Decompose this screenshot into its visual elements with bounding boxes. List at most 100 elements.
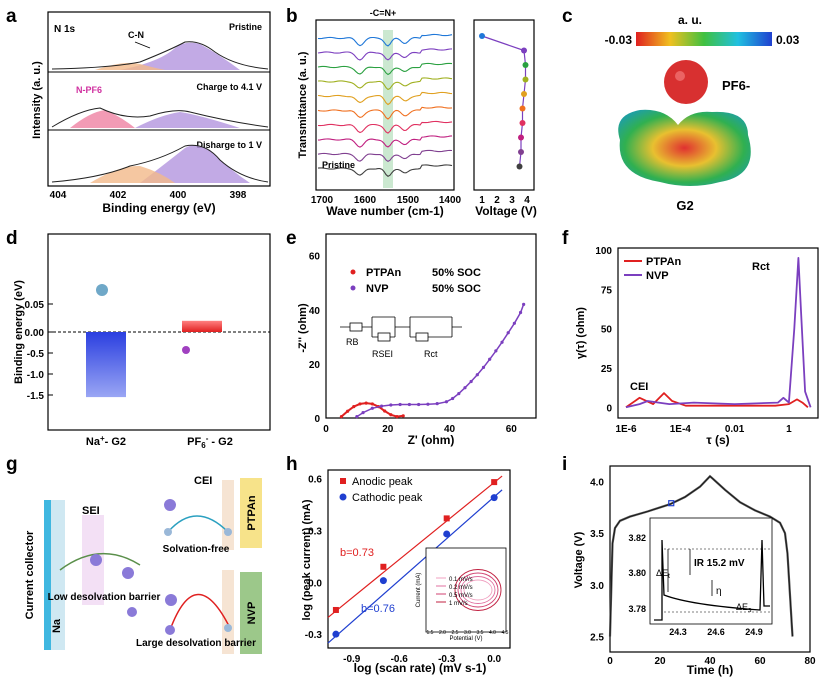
panel-b-pristine: Pristine — [322, 160, 355, 170]
panel-c-min: -0.03 — [605, 33, 633, 47]
panel-g-ion-6 — [224, 528, 232, 536]
panel-d-p-atom — [182, 346, 190, 354]
panel-h-inset-cv — [457, 572, 499, 608]
panel-h-plot: -0.9 -0.6 -0.3 0.0 -0.3 0.0 0.3 0.6 — [305, 475, 503, 665]
panel-b-ftir-curve — [317, 120, 453, 134]
panel-f-xtick-3: 0.01 — [725, 424, 745, 435]
panel-b-vxtick-1: 1 — [479, 195, 485, 206]
panel-g-large-barrier-curve — [169, 593, 231, 631]
panel-g-ion-8 — [165, 625, 175, 635]
panel-i-xlabel: Time (h) — [687, 663, 733, 677]
panel-a-peak-side-3 — [90, 165, 175, 183]
panel-h-point-cathodic — [332, 630, 340, 638]
panel-h-legend-2-marker — [339, 493, 347, 501]
panel-f-ytick-3: 50 — [601, 325, 613, 336]
panel-c-g2-surface — [618, 109, 751, 186]
panel-f-ytick-1: 0 — [606, 403, 612, 414]
panel-b-ftir-curve — [317, 149, 453, 163]
panel-i: 0 20 40 60 80 2.5 3.0 3.5 4.0 IR 15.2 mV η ΔEt Δ… — [573, 465, 816, 677]
panel-f-legend-2: NVP — [646, 270, 669, 282]
panel-b-voltage-point — [479, 33, 485, 39]
panel-h-inset-cv — [460, 576, 496, 604]
panel-b-vxtick-2: 2 — [494, 195, 500, 206]
panel-c-scale-title: a. u. — [678, 13, 702, 27]
panel-h-fit-0 — [327, 475, 503, 618]
panel-h-point-cathodic — [443, 530, 451, 538]
panel-b-ftir-curve — [317, 91, 453, 106]
panel-e-xtick-3: 40 — [444, 424, 456, 435]
panel-h-xtick-2: -0.6 — [391, 654, 409, 665]
panel-f-ytick-4: 75 — [601, 285, 613, 296]
panel-g-ion-1 — [90, 554, 102, 566]
panel-e-frame — [325, 233, 537, 419]
panel-e-fit-nvp — [356, 304, 525, 418]
panel-d-ylabel: Binding energy (eV) — [13, 280, 25, 384]
panel-g-cei: CEI — [194, 475, 212, 487]
panel-i-inset-ytick-2: 3.80 — [628, 568, 646, 578]
panel-g-ion-9 — [224, 624, 232, 632]
panel-a-pointer-1 — [134, 41, 151, 49]
panel-h-b1: b=0.73 — [340, 547, 374, 559]
panel-b-voltage-curve — [479, 33, 529, 170]
panel-g-ion-7 — [165, 594, 177, 606]
panel-h-point-anodic — [491, 479, 498, 486]
panel-e-circuit-rsei: RSEI — [372, 349, 393, 359]
panel-h-xlabel: log (scan rate) (mV s-1) — [354, 661, 487, 675]
panel-g-ion-2 — [122, 567, 134, 579]
panel-b-frame — [315, 19, 455, 191]
panel-b-vxtick-4: 4 — [524, 195, 530, 206]
panel-label-b: b — [286, 6, 298, 27]
panel-b: -C=N+ Pristine Transmittance (a. u.) Wav… — [297, 8, 537, 218]
panel-h-ytick-4: 0.6 — [308, 475, 322, 486]
panel-label-d: d — [6, 228, 18, 249]
panel-f-xlabel: τ (s) — [706, 433, 729, 447]
panel-g-free-curve — [167, 515, 229, 533]
panel-h-inset-xtick-5: 3.5 — [477, 630, 484, 636]
panel-h-inset-xtick-3: 2.5 — [452, 630, 459, 636]
panel-e-legend-1-soc: 50% SOC — [432, 267, 481, 279]
panel-g-ion-5 — [164, 528, 172, 536]
panel-b-voltage-point — [522, 62, 529, 68]
panel-g: Current collector Na SEI Low desolvation… — [24, 475, 262, 654]
panel-h-inset-frame — [425, 547, 507, 633]
panel-i-inset-ytick-1: 3.82 — [628, 533, 646, 543]
panel-i-xtick-3: 40 — [704, 656, 716, 667]
panel-h-ylabel: log (peak current) (mA) — [301, 499, 313, 620]
panel-c-pf6-highlight — [675, 71, 685, 81]
panel-h-inset-legend-1: 0.1 mV/s — [449, 577, 473, 583]
panel-a-peak-npf6 — [70, 110, 135, 128]
panel-i-xtick-1: 0 — [607, 656, 613, 667]
panel-b-vxtick-3: 3 — [509, 195, 515, 206]
panel-e-xtick-1: 0 — [323, 424, 329, 435]
panel-b-voltage-point — [516, 163, 523, 170]
panel-a-peak-cn-3 — [140, 145, 250, 183]
panel-d-ticks: 0.05 0.00 -0.5 -1.0 -1.5 — [25, 300, 53, 402]
panel-f-cei: CEI — [630, 381, 648, 393]
panel-h-inset-ylabel: Current (mA) — [416, 573, 422, 608]
panel-a-xtick-1: 404 — [50, 190, 67, 201]
panel-label-e: e — [286, 228, 297, 249]
panel-b-vxlabel: Voltage (V) — [475, 204, 537, 218]
panel-e-legend-1-name: PTPAn — [366, 267, 402, 279]
panel-a-peak-cn-2 — [135, 112, 240, 128]
panel-h-legend-2: Cathodic peak — [352, 492, 423, 504]
panel-b-voltage-point — [521, 47, 527, 54]
panel-f-rct: Rct — [752, 261, 770, 273]
panel-g-ptpan-bar — [240, 478, 262, 548]
panel-g-cei-layer — [222, 480, 234, 550]
panel-i-curve-inner — [609, 475, 793, 637]
panel-h-legend-1-marker — [340, 478, 346, 484]
panel-a-xlabel: Binding energy (eV) — [102, 201, 215, 215]
panel-i-ir: IR 15.2 mV — [694, 558, 745, 569]
panel-i-ytick-3: 3.5 — [590, 529, 604, 540]
panel-h-xtick-3: -0.3 — [438, 654, 456, 665]
panel-i-ylabel: Voltage (V) — [573, 531, 585, 588]
panel-i-xtick-2: 20 — [654, 656, 666, 667]
panel-i-inset-xtick-2: 24.6 — [707, 627, 725, 637]
panel-h-legend-1: Anodic peak — [352, 476, 413, 488]
panel-i-eta: η — [716, 586, 722, 597]
panel-f-line-ptpan — [625, 392, 809, 409]
panel-d-bar-na — [86, 332, 126, 398]
panel-h-b2: b=0.76 — [361, 603, 395, 615]
